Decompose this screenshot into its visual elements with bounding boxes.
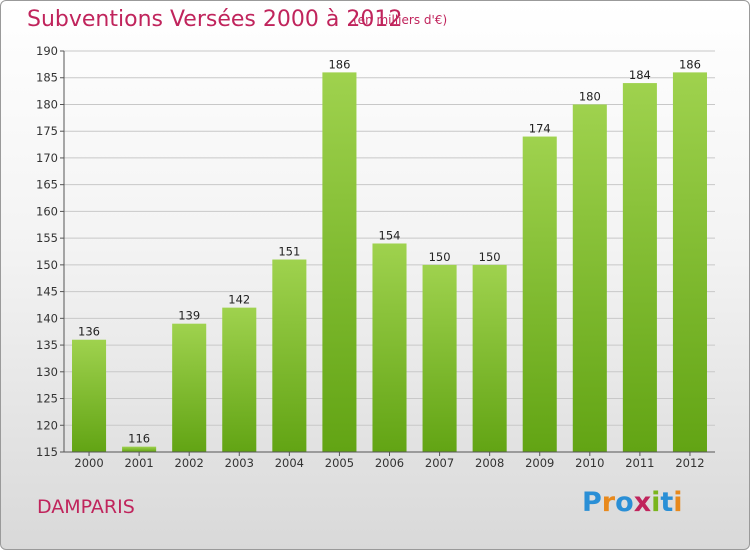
y-tick-label: 180 — [36, 97, 58, 111]
y-tick-label: 135 — [36, 338, 58, 352]
x-tick-label: 2003 — [225, 456, 254, 470]
logo-letter: i — [651, 487, 661, 518]
data-label: 150 — [429, 250, 451, 264]
bars — [72, 72, 707, 453]
x-tick-label: 2004 — [275, 456, 304, 470]
bar-2010 — [572, 104, 607, 452]
y-tick-label: 165 — [36, 178, 58, 192]
chart-title: Subventions Versées 2000 à 2012 — [27, 7, 403, 32]
logo-letter: i — [673, 487, 683, 518]
logo-letter: r — [601, 487, 616, 518]
logo-letter: t — [660, 487, 674, 518]
x-tick-label: 2000 — [74, 456, 103, 470]
x-axis: 2000 2001 2002 2003 2004 2005 2006 2007 2008 2009… — [64, 451, 715, 470]
chart-subtitle: (en milliers d'€) — [353, 13, 448, 27]
y-tick-label: 130 — [36, 365, 58, 379]
x-tick-label: 2001 — [124, 456, 153, 470]
data-label: 151 — [278, 245, 300, 259]
data-label: 136 — [78, 325, 100, 339]
data-label: 142 — [228, 293, 250, 307]
bar-2001 — [122, 446, 157, 452]
bar-2002 — [172, 323, 207, 452]
y-tick-label: 160 — [36, 204, 58, 218]
y-tick-label: 155 — [36, 231, 58, 245]
data-label: 174 — [529, 122, 551, 136]
data-label: 116 — [128, 432, 150, 446]
y-tick-label: 125 — [36, 392, 58, 406]
bar-2007 — [422, 264, 457, 452]
y-tick-label: 115 — [36, 445, 58, 459]
data-label: 186 — [679, 57, 701, 71]
x-tick-label: 2005 — [325, 456, 354, 470]
y-tick-label: 140 — [36, 311, 58, 325]
x-tick-label: 2012 — [675, 456, 704, 470]
data-label: 150 — [479, 250, 501, 264]
x-tick-label: 2011 — [625, 456, 654, 470]
data-label: 139 — [178, 309, 200, 323]
y-axis: 115 120 125 130 135 140 145 150 155 160 165 170 175 1… — [36, 44, 65, 459]
data-label: 186 — [328, 57, 350, 71]
commune-name: DAMPARIS — [37, 496, 135, 518]
bar-2003 — [222, 307, 257, 452]
proxiti-logo: Proxiti — [582, 487, 683, 518]
y-tick-label: 120 — [36, 418, 58, 432]
bar-2005 — [322, 72, 357, 453]
data-label: 154 — [379, 228, 401, 242]
logo-letter: P — [582, 487, 602, 518]
bar-2011 — [622, 83, 657, 452]
bar-2000 — [72, 339, 107, 452]
y-tick-label: 175 — [36, 124, 58, 138]
bar-2006 — [372, 243, 407, 452]
bar-2012 — [672, 72, 707, 453]
x-tick-label: 2006 — [375, 456, 404, 470]
data-labels: 136 116 139 142 151 186 154 150 150 174 180 184 186 — [78, 57, 701, 445]
x-tick-label: 2002 — [175, 456, 204, 470]
x-tick-label: 2008 — [475, 456, 504, 470]
x-tick-label: 2007 — [425, 456, 454, 470]
y-tick-label: 185 — [36, 71, 58, 85]
bar-2009 — [522, 136, 557, 452]
data-label: 184 — [629, 68, 651, 82]
data-label: 180 — [579, 89, 601, 103]
y-tick-label: 150 — [36, 258, 58, 272]
logo-letter: x — [633, 487, 652, 518]
y-tick-label: 170 — [36, 151, 58, 165]
x-tick-label: 2009 — [525, 456, 554, 470]
bar-2008 — [472, 264, 507, 452]
logo-letter: o — [615, 487, 634, 518]
y-tick-label: 190 — [36, 44, 58, 58]
x-tick-label: 2010 — [575, 456, 604, 470]
y-tick-label: 145 — [36, 285, 58, 299]
bar-2004 — [272, 259, 307, 452]
